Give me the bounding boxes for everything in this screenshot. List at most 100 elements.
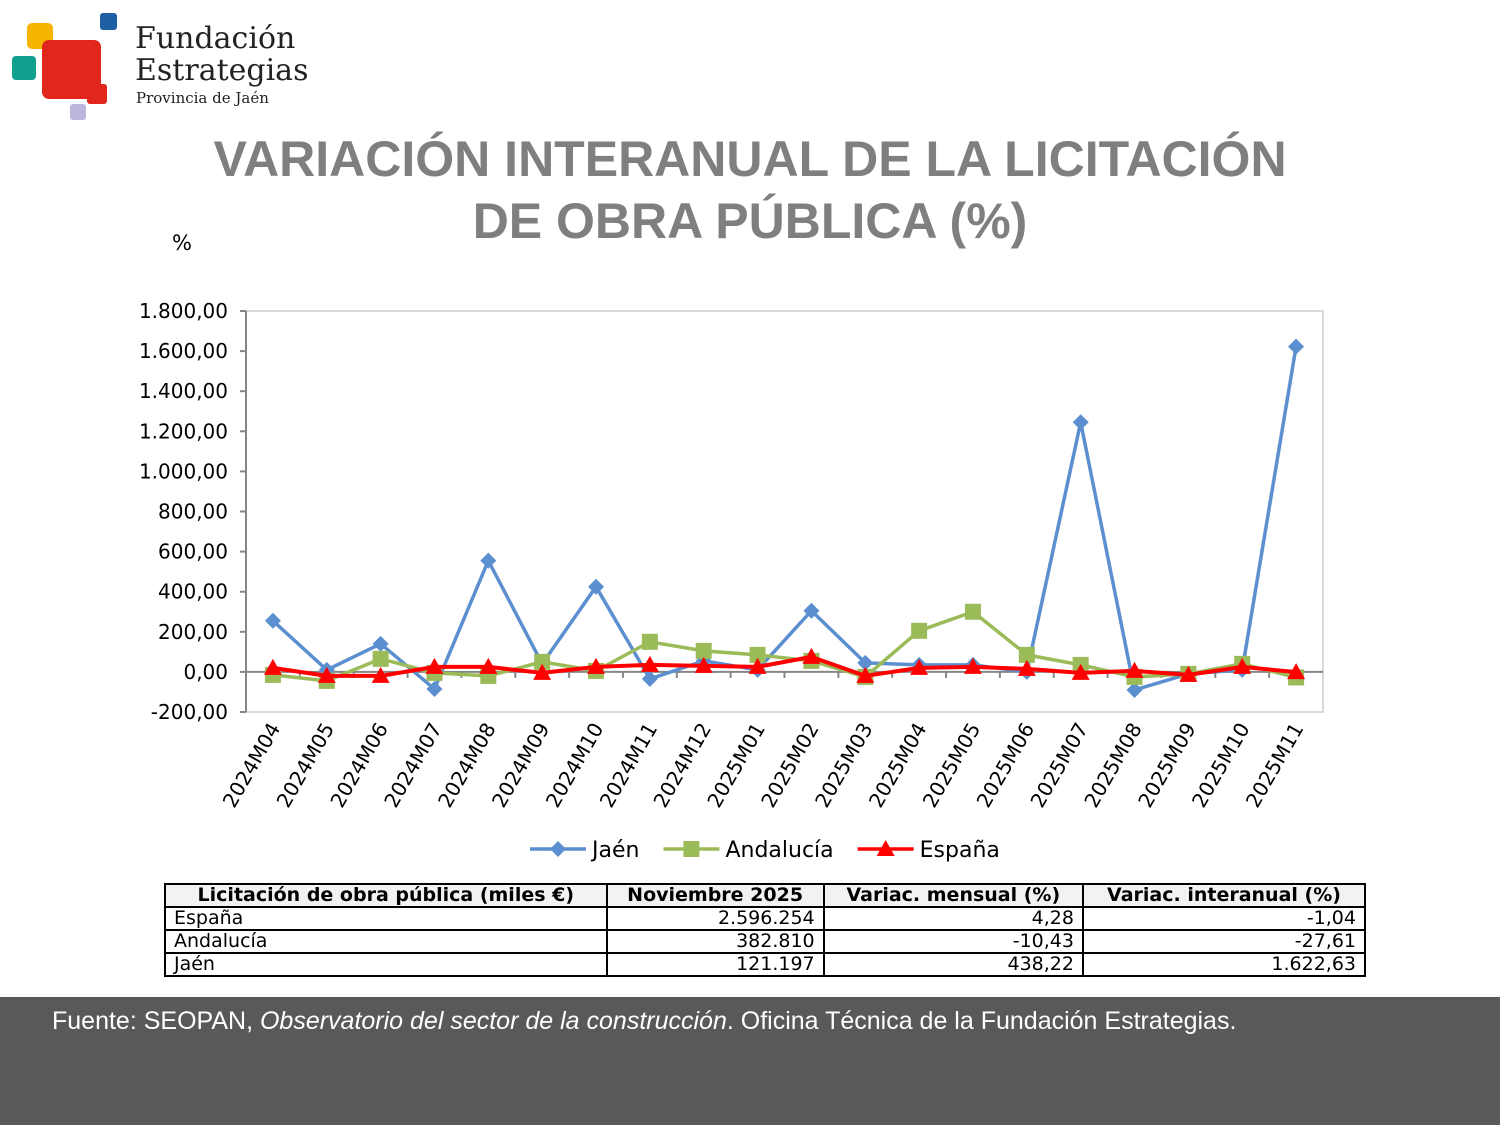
marker <box>749 646 766 663</box>
marker <box>317 666 336 683</box>
marker <box>550 841 566 857</box>
header-cell: Noviembre 2025 <box>605 883 825 908</box>
table-cell: -10,43 <box>822 929 1084 954</box>
y-tick-label: 600,00 <box>158 540 228 564</box>
table-cell: 1.622,63 <box>1081 952 1367 977</box>
plot-area <box>245 310 1324 713</box>
logo-subtext: Provincia de Jaén <box>136 89 269 107</box>
table-cell: -27,61 <box>1081 929 1367 954</box>
marker <box>425 657 444 674</box>
data-table: Licitación de obra pública (miles €) Novi… <box>164 883 1367 977</box>
marker <box>802 647 821 664</box>
marker <box>1179 665 1198 682</box>
logo-square <box>87 84 107 104</box>
series-line <box>272 610 1297 683</box>
series-line <box>272 654 1297 678</box>
source-italic: Observatorio del sector de la construcci… <box>259 1007 727 1035</box>
table-cell: -1,04 <box>1081 906 1367 931</box>
logo-square <box>100 13 117 30</box>
marker <box>641 670 658 687</box>
logo-text: Fundación <box>135 21 295 56</box>
marker <box>1017 659 1036 676</box>
logo-square <box>42 40 101 99</box>
marker <box>480 552 497 569</box>
table-row: Jaén 121.197 438,22 1.622,63 <box>164 952 1367 977</box>
y-axis-label: % <box>172 231 192 255</box>
marker <box>371 666 390 683</box>
table-row: España 2.596.254 4,28 -1,04 <box>164 906 1367 931</box>
logo-square <box>12 56 36 80</box>
table-body: España 2.596.254 4,28 -1,04 Andalucía 382.810… <box>164 906 1367 977</box>
marker <box>1287 663 1306 680</box>
header-cell: Variac. interanual (%) <box>1081 883 1367 908</box>
marker <box>479 657 498 674</box>
table-cell: 121.197 <box>605 952 825 977</box>
marker <box>372 635 389 652</box>
marker <box>803 602 820 619</box>
marker <box>1071 663 1090 680</box>
y-tick-label: 1.600,00 <box>139 339 228 363</box>
marker <box>910 658 929 675</box>
marker <box>964 603 981 620</box>
marker <box>1018 646 1035 663</box>
y-tick-label: 1.000,00 <box>139 459 228 483</box>
marker <box>748 657 767 674</box>
source-text: Fuente: SEOPAN, <box>52 1007 260 1035</box>
y-tick-label: 200,00 <box>158 620 228 644</box>
logo-text: Estrategias <box>135 53 308 88</box>
marker <box>695 642 712 659</box>
table-cell: 382.810 <box>605 929 825 954</box>
marker <box>1288 338 1305 355</box>
chart: % -200,00 0,00 200,00 400,00 600,00 800,00 1.0… <box>139 231 1324 863</box>
marker <box>534 653 551 670</box>
title-line: VARIACIÓN INTERANUAL DE LA LICITACIÓN <box>213 131 1287 187</box>
series <box>263 647 1306 683</box>
marker <box>426 680 443 697</box>
table-cell: 2.596.254 <box>605 906 825 931</box>
table-cell: 438,22 <box>822 952 1084 977</box>
series-line <box>271 346 1298 692</box>
marker <box>963 657 982 674</box>
marker <box>856 666 875 683</box>
y-tick-label: 400,00 <box>158 580 228 604</box>
marker <box>1072 414 1089 431</box>
header-cell: Variac. mensual (%) <box>822 883 1084 908</box>
table-row: Andalucía 382.810 -10,43 -27,61 <box>164 929 1367 954</box>
marker <box>857 654 874 671</box>
marker <box>1126 681 1143 698</box>
logo-square <box>70 104 86 120</box>
source-text: . Oficina Técnica de la Fundación Estrat… <box>726 1007 1237 1035</box>
y-tick-label: 800,00 <box>158 500 228 524</box>
marker <box>694 656 713 673</box>
y-tick-label: 1.400,00 <box>139 379 228 403</box>
marker <box>641 633 658 650</box>
table-cell: Jaén <box>164 952 608 977</box>
footer: Fuente: SEOPAN, Observatorio del sector … <box>0 997 1500 1125</box>
table-cell: Andalucía <box>164 929 608 954</box>
legend-label: España <box>920 838 1000 863</box>
title-line: DE OBRA PÚBLICA (%) <box>472 193 1028 249</box>
legend-label: Andalucía <box>725 838 833 863</box>
table-cell: 4,28 <box>822 906 1084 931</box>
marker <box>533 663 552 680</box>
slide-title: VARIACIÓN INTERANUAL DE LA LICITACIÓN DE … <box>0 128 1500 252</box>
marker <box>587 657 606 674</box>
table-header: Licitación de obra pública (miles €) Novi… <box>164 883 1367 908</box>
source-note: Fuente: SEOPAN, Observatorio del sector … <box>52 1007 1236 1036</box>
y-tick-label: -200,00 <box>151 700 228 724</box>
series <box>264 338 1305 698</box>
marker <box>263 658 282 675</box>
marker <box>1125 661 1144 678</box>
marker <box>1233 657 1252 674</box>
table-cell: España <box>164 906 608 931</box>
marker <box>264 612 281 629</box>
logo: Fundación Estrategias Provincia de Jaén <box>12 13 308 120</box>
marker <box>911 622 928 639</box>
legend-label: Jaén <box>590 838 639 863</box>
y-tick-label: 1.200,00 <box>139 419 228 443</box>
marker <box>640 655 659 672</box>
y-tick-label: 1.800,00 <box>139 299 228 323</box>
marker <box>372 650 389 667</box>
marker <box>588 578 605 595</box>
